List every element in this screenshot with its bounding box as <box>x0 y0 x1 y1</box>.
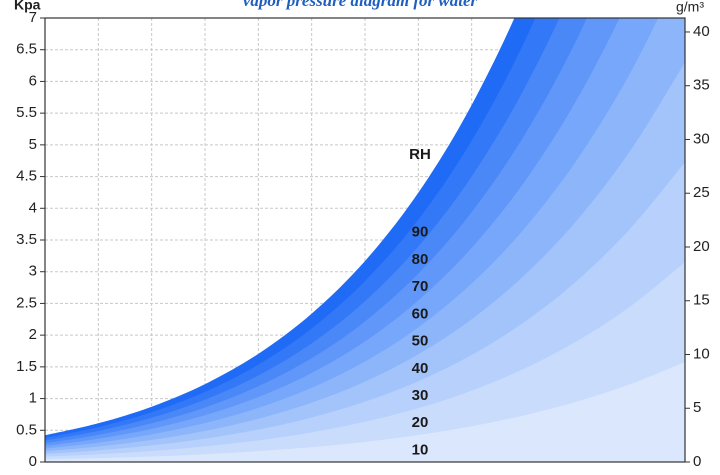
rh-label: 60 <box>412 305 429 322</box>
y-tick-label: 3.5 <box>16 231 37 248</box>
y-tick-label: 0.5 <box>16 421 37 438</box>
y2-tick-label: 15 <box>693 292 710 309</box>
rh-label: 10 <box>412 441 429 458</box>
rh-label: 50 <box>412 333 429 350</box>
rh-label: 40 <box>412 360 429 377</box>
chart-title: vapor pressure diagram for water <box>243 0 478 10</box>
rh-area <box>45 362 685 462</box>
y-tick-label: 4.5 <box>16 168 37 185</box>
y-tick-label: 4 <box>29 199 37 216</box>
y2-axis-label: g/m³ <box>676 0 704 15</box>
rh-label: 70 <box>412 278 429 295</box>
rh-label: 80 <box>412 251 429 268</box>
y-tick-label: 6 <box>29 72 37 89</box>
areas <box>45 18 685 462</box>
rh-label: 30 <box>412 387 429 404</box>
y-tick-label: 5.5 <box>16 104 37 121</box>
y-tick-label: 6.5 <box>16 41 37 58</box>
legend-title: RH <box>409 146 431 163</box>
y-axis-label: Kpa <box>14 0 41 13</box>
y2-tick-label: 0 <box>693 453 701 470</box>
y-tick-label: 0 <box>29 453 37 470</box>
y-tick-label: 7 <box>29 9 37 26</box>
labels: 00.511.522.533.544.555.566.5705101520253… <box>16 9 710 470</box>
y2-tick-label: 20 <box>693 238 710 255</box>
rh-area <box>45 262 685 462</box>
y2-tick-label: 10 <box>693 345 710 362</box>
y2-tick-label: 35 <box>693 77 710 94</box>
y-tick-label: 5 <box>29 136 37 153</box>
y2-tick-label: 30 <box>693 130 710 147</box>
y-tick-label: 1.5 <box>16 358 37 375</box>
y-tick-label: 2.5 <box>16 294 37 311</box>
y2-tick-label: 25 <box>693 184 710 201</box>
rh-label: 90 <box>412 224 429 241</box>
y2-tick-label: 5 <box>693 399 701 416</box>
y2-tick-label: 40 <box>693 23 710 40</box>
y-tick-label: 3 <box>29 263 37 280</box>
y-tick-label: 1 <box>29 390 37 407</box>
y-tick-label: 2 <box>29 326 37 343</box>
rh-label: 20 <box>412 414 429 431</box>
